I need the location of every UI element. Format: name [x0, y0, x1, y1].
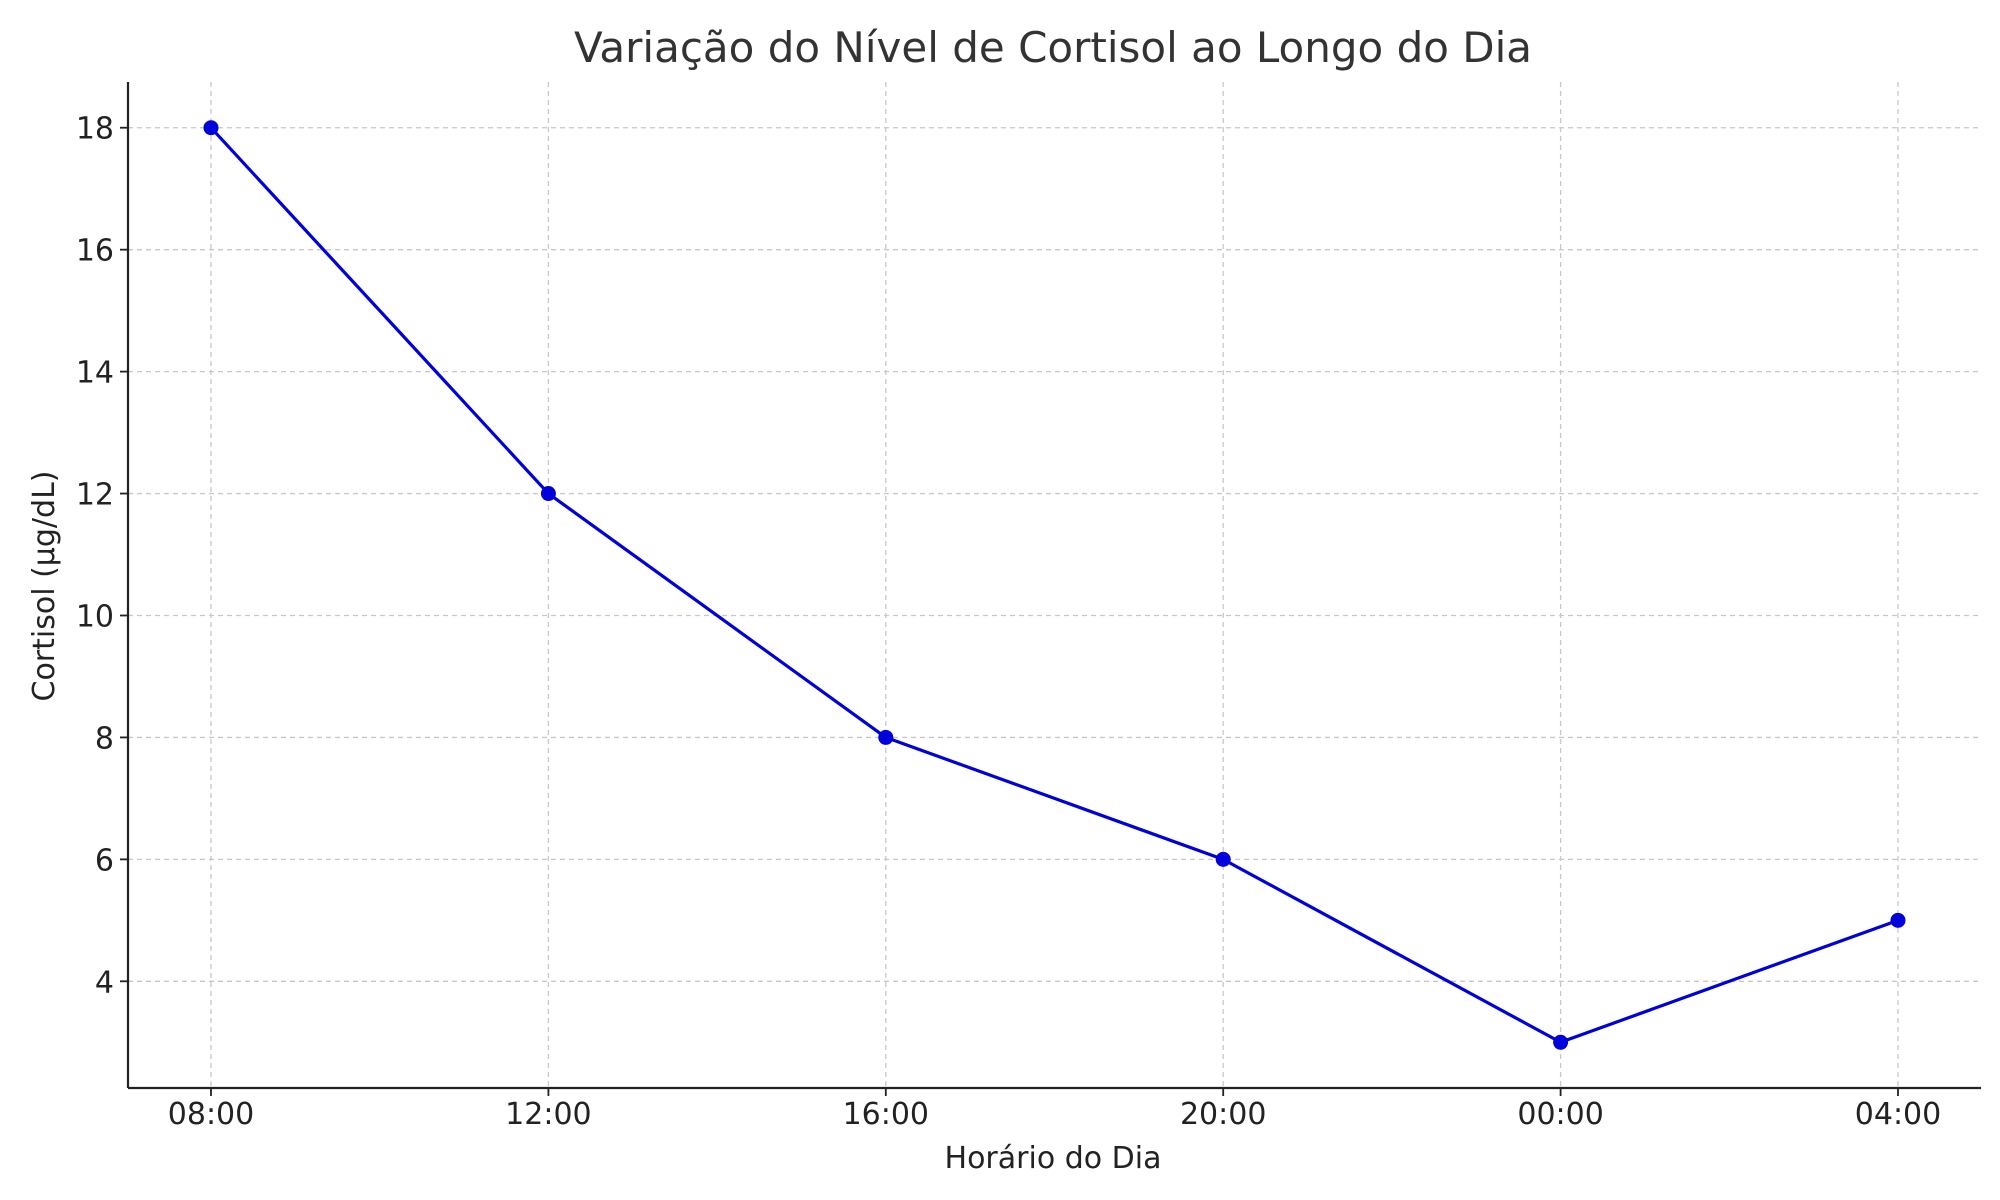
y-tick-label: 4 — [95, 965, 114, 1000]
chart-title: Variação do Nível de Cortisol ao Longo d… — [574, 23, 1532, 72]
y-tick-label: 14 — [76, 356, 114, 391]
y-tick-label: 16 — [76, 234, 114, 269]
x-tick-label: 00:00 — [1517, 1097, 1603, 1132]
x-tick-label: 20:00 — [1180, 1097, 1266, 1132]
data-point — [540, 486, 556, 502]
data-point — [1215, 851, 1231, 867]
grid — [128, 82, 1981, 1088]
x-tick-label: 04:00 — [1855, 1097, 1941, 1132]
data-point — [203, 120, 219, 136]
y-tick-label: 6 — [95, 843, 114, 878]
y-axis-title: Cortisol (µg/dL) — [27, 471, 62, 702]
x-tick-label: 16:00 — [843, 1097, 929, 1132]
data-point — [878, 729, 894, 745]
y-tick-label: 18 — [76, 112, 114, 147]
y-tick-label: 10 — [76, 599, 114, 634]
series-line — [209, 126, 1900, 1044]
x-axis-ticks: 08:00 12:00 16:00 20:00 00:00 04:00 — [168, 1088, 1941, 1132]
x-axis-title: Horário do Dia — [945, 1141, 1162, 1176]
y-axis-ticks: 4 6 8 10 12 14 16 18 — [76, 112, 128, 1000]
y-tick-label: 8 — [95, 721, 114, 756]
series-layer — [203, 120, 1906, 1050]
data-point — [1890, 912, 1906, 928]
data-point — [1553, 1034, 1569, 1050]
y-tick-label: 12 — [76, 478, 114, 513]
x-tick-label: 12:00 — [505, 1097, 591, 1132]
x-tick-label: 08:00 — [168, 1097, 254, 1132]
